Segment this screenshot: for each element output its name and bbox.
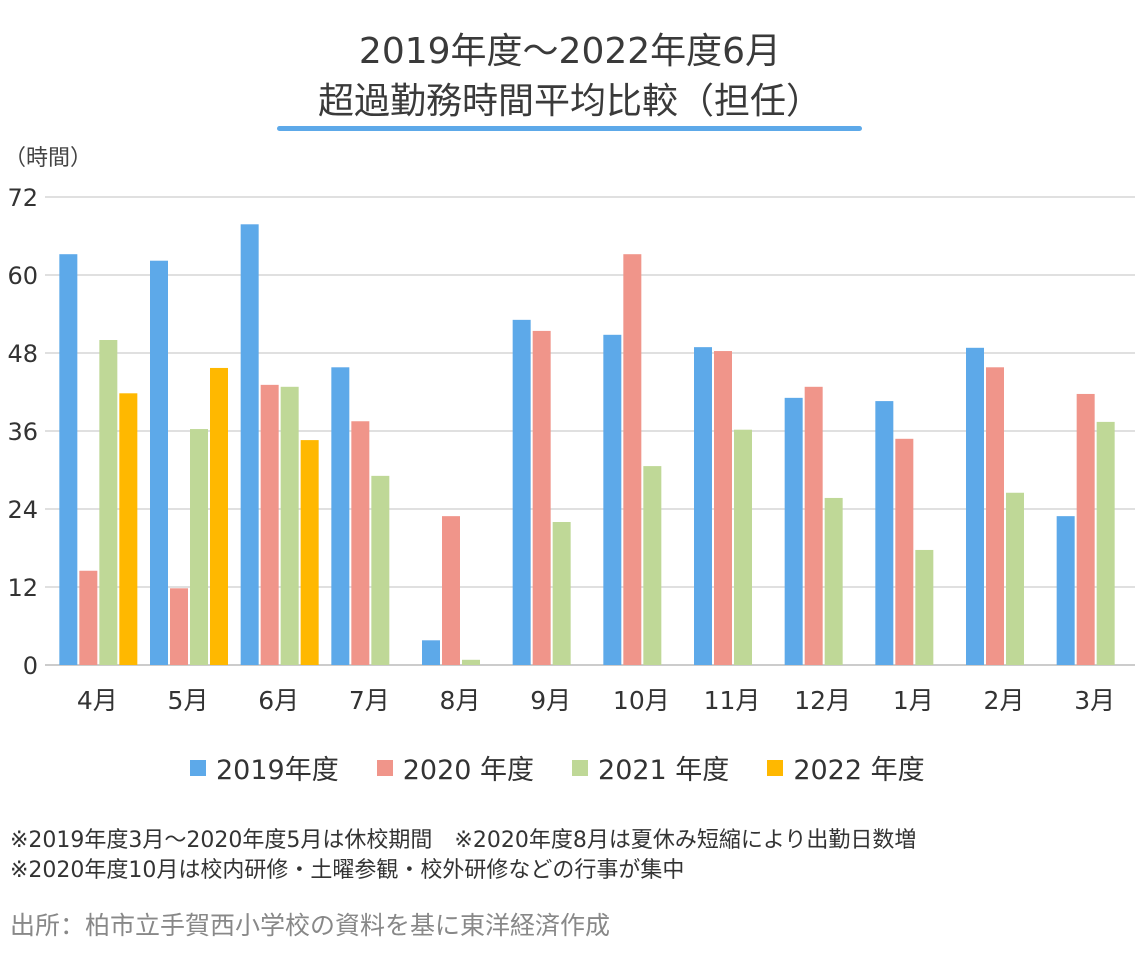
y-tick-label: 24 (7, 496, 38, 524)
bar-0-0 (59, 254, 78, 665)
bar-7-0 (694, 347, 712, 665)
y-tick-label: 36 (7, 418, 38, 446)
x-tick-label: 10月 (613, 686, 670, 715)
bar-2-3 (300, 440, 319, 665)
bar-6-1 (623, 254, 642, 665)
bar-8-2 (824, 497, 843, 665)
x-tick-label: 9月 (530, 686, 571, 715)
x-tick-label: 3月 (1074, 686, 1115, 715)
x-tick-label: 2月 (984, 686, 1025, 715)
legend-item: 2020 年度 (376, 748, 535, 787)
bar-5-1 (532, 330, 551, 665)
bar-3-2 (371, 475, 390, 665)
bar-11-0 (1056, 516, 1075, 665)
bar-3-1 (351, 421, 370, 665)
legend-label: 2019年度 (216, 755, 339, 786)
legend-label: 2021 年度 (598, 755, 730, 786)
source-text: 出所：柏市立手賀西小学校の資料を基に東洋経済作成 (10, 911, 611, 940)
legend-item: 2019年度 (190, 748, 339, 787)
bar-6-2 (643, 466, 662, 665)
bar-5-2 (552, 522, 571, 665)
bar-3-0 (331, 367, 350, 665)
x-tick-label: 8月 (440, 686, 481, 715)
bar-1-2 (190, 429, 208, 665)
bar-4-0 (422, 640, 440, 665)
y-tick-label: 0 (23, 652, 38, 680)
legend-swatch (376, 759, 393, 776)
bar-9-2 (915, 549, 934, 665)
bar-2-1 (260, 384, 279, 665)
x-tick-label: 7月 (349, 686, 390, 715)
legend-swatch (190, 759, 206, 776)
legend-item: 2021 年度 (572, 748, 729, 787)
bar-8-0 (784, 397, 803, 665)
bar-11-1 (1076, 393, 1095, 665)
bar-9-1 (895, 438, 914, 665)
legend-item: 2022 年度 (767, 748, 925, 787)
bar-2-0 (240, 224, 259, 666)
x-tick-label: 4月 (77, 686, 118, 715)
legend-label: 2022 年度 (793, 755, 925, 786)
bar-10-1 (986, 367, 1004, 665)
legend-label: 2020 年度 (402, 755, 535, 786)
bar-7-2 (734, 429, 752, 665)
x-tick-label: 5月 (168, 686, 209, 715)
bar-10-2 (1006, 492, 1024, 665)
y-tick-label: 12 (7, 574, 38, 602)
y-tick-label: 60 (7, 262, 38, 290)
bar-1-3 (210, 367, 228, 665)
legend: 2019年度 2020 年度 2021 年度 2022 年度 (190, 748, 925, 787)
y-tick-label: 72 (7, 184, 38, 212)
bar-4-2 (462, 659, 480, 665)
bar-9-0 (875, 401, 894, 665)
bar-0-3 (119, 393, 138, 665)
legend-swatch (767, 759, 784, 776)
x-tick-label: 11月 (704, 686, 761, 715)
x-tick-label: 6月 (258, 686, 299, 715)
bar-7-1 (714, 351, 732, 665)
note-1: ※2019年度3月～2020年度5月は休校期間 ※2020年度8月は夏休み短縮に… (10, 828, 917, 853)
y-tick-label: 48 (7, 340, 38, 368)
bar-0-1 (79, 570, 98, 665)
bar-plot: 0 12 24 36 48 60 72 4月 5月 6月 7月 8月 9月 10月 11月 12月 1月 2月 3月 (7, 184, 1135, 715)
bar-4-1 (442, 516, 460, 665)
chart-title-line2: 超過勤務時間平均比較（担任） (317, 81, 822, 122)
bar-5-0 (512, 319, 531, 665)
bar-6-0 (603, 334, 622, 665)
legend-swatch (572, 759, 589, 776)
bar-1-0 (150, 260, 168, 665)
x-tick-label: 1月 (893, 686, 934, 715)
bar-0-2 (99, 340, 118, 665)
bar-2-2 (280, 386, 299, 665)
bar-1-1 (170, 588, 188, 665)
x-tick-label: 12月 (794, 686, 851, 715)
bar-10-0 (966, 347, 984, 665)
chart-title-line1: 2019年度～2022年度6月 (358, 31, 782, 72)
y-axis-label: （時間） (4, 146, 93, 171)
bar-11-2 (1096, 421, 1115, 665)
bar-8-1 (804, 386, 823, 665)
note-2: ※2020年度10月は校内研修・土曜参観・校外研修などの行事が集中 (10, 858, 685, 883)
title-underline (277, 126, 862, 131)
